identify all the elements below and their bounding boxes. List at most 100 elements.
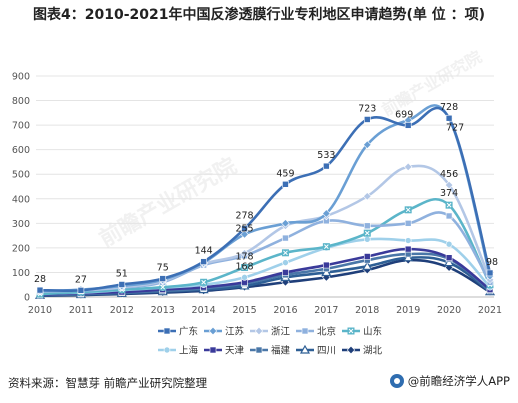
y-tick-label: 0: [24, 293, 30, 304]
data-label: 98: [486, 257, 498, 268]
x-tick-label: 2016: [273, 305, 297, 316]
legend-label: 福建: [271, 345, 291, 357]
x-tick-label: 2012: [110, 305, 134, 316]
x-tick-label: 2018: [355, 305, 379, 316]
data-label: 456: [440, 169, 458, 180]
data-point: [281, 249, 289, 257]
data-point: [241, 225, 248, 233]
legend-marker: [347, 327, 355, 335]
data-point: [200, 278, 208, 286]
source-note: 资料来源：智慧芽 前瞻产业研究院整理: [8, 376, 208, 390]
data-point: [404, 220, 412, 227]
x-tick-label: 2015: [232, 305, 256, 316]
data-point: [159, 275, 167, 282]
x-tick-label: 2010: [28, 305, 52, 316]
data-label: 278: [235, 211, 253, 222]
data-point: [363, 229, 371, 237]
data-point: [445, 212, 453, 220]
data-label: 699: [395, 109, 413, 120]
series-lines: [34, 104, 496, 300]
legend-item: 江苏: [204, 326, 245, 338]
legend-marker: [208, 326, 218, 336]
legend-item: 广东: [158, 326, 198, 338]
x-tick-label: 2013: [151, 305, 175, 316]
legend-marker: [163, 327, 171, 335]
x-axis: 2010 2011 2012 2013 2014 2015 2016 2017 2018 2019…: [28, 296, 502, 316]
data-point: [445, 201, 453, 209]
legend-marker: [299, 344, 311, 354]
data-point: [444, 180, 454, 190]
marker-cross: [405, 207, 411, 213]
legend-label: 天津: [225, 346, 245, 357]
legend-item: 北京: [296, 326, 336, 338]
marker-cross: [446, 202, 452, 208]
data-point: [281, 219, 290, 228]
data-point: [282, 180, 289, 188]
data-point: [486, 269, 494, 277]
legend-marker: [255, 346, 263, 354]
data-point: [241, 264, 249, 272]
data-point: [322, 273, 331, 282]
legend-item: 上海: [158, 345, 199, 357]
series-line-广东: [38, 106, 492, 293]
data-point: [404, 122, 412, 129]
legend-marker: [301, 327, 309, 335]
legend-item: 山东: [342, 326, 382, 338]
y-axis: 0 100 200 300 400 500 600 700 800 900: [12, 72, 30, 304]
y-tick-label: 500: [12, 170, 30, 181]
data-label: 727: [446, 122, 464, 133]
data-point: [363, 253, 371, 260]
y-tick-label: 200: [12, 243, 30, 254]
series-line-江苏: [38, 104, 492, 293]
data-label: 178: [235, 251, 253, 262]
data-label: 459: [276, 168, 294, 179]
brand-label: @前瞻经济学人APP: [407, 374, 510, 388]
legend-label: 广东: [179, 326, 198, 338]
data-label: 28: [34, 274, 46, 285]
legend-label: 北京: [317, 326, 336, 338]
x-tick-label: 2019: [396, 305, 420, 316]
data-point: [404, 206, 412, 214]
y-tick-label: 400: [12, 194, 30, 205]
data-point: [77, 287, 85, 294]
data-point: [362, 261, 373, 270]
data-point: [322, 209, 331, 218]
marker-cross: [364, 230, 370, 236]
legend-label: 湖北: [363, 346, 383, 357]
y-tick-label: 900: [12, 72, 30, 83]
data-point: [240, 230, 249, 239]
y-tick-label: 100: [12, 268, 30, 279]
marker-cross: [324, 244, 329, 250]
data-point: [445, 254, 453, 262]
data-point: [404, 245, 412, 253]
legend-marker: [254, 326, 264, 336]
legend-label: 浙江: [271, 326, 291, 338]
chart-title: 图表4：2010-2021年中国反渗透膜行业专利地区申请趋势(单 位 ：项): [32, 7, 486, 23]
legend-item: 天津: [204, 346, 245, 357]
marker-cross: [201, 279, 206, 285]
legend-item: 湖北: [342, 346, 383, 357]
data-point: [322, 243, 330, 251]
y-tick-label: 300: [12, 219, 30, 230]
data-point: [282, 234, 289, 242]
data-point: [118, 281, 126, 288]
y-tick-label: 700: [12, 121, 30, 132]
data-point: [282, 259, 289, 266]
data-point: [363, 235, 371, 243]
data-point: [241, 274, 248, 281]
data-label: 723: [358, 103, 376, 114]
data-point: [445, 240, 453, 248]
x-tick-label: 2017: [314, 305, 338, 316]
data-point: [403, 162, 413, 172]
data-point: [323, 162, 330, 170]
x-tick-label: 2011: [69, 305, 93, 316]
data-point: [404, 237, 412, 244]
data-label: 75: [157, 263, 169, 274]
data-point: [363, 222, 371, 230]
data-label: 51: [116, 268, 128, 279]
legend-label: 山东: [363, 326, 382, 338]
data-label: 27: [75, 274, 87, 285]
data-label: 255: [235, 223, 253, 234]
